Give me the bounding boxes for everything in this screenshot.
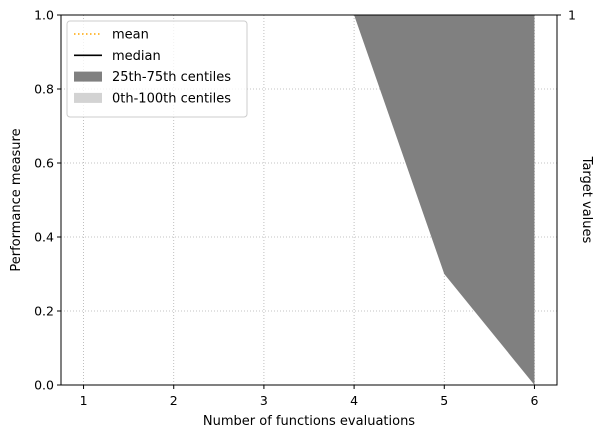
plot-frame <box>60 14 558 386</box>
right-y-axis-ticks: 1 <box>557 8 576 23</box>
legend-label: median <box>112 49 161 64</box>
x-tick-label: 2 <box>170 393 178 408</box>
y-tick-label: 0.8 <box>34 82 54 97</box>
legend-entry: 0th-100th centiles <box>74 91 231 106</box>
legend-swatch-patch <box>74 71 102 82</box>
legend-label: 0th-100th centiles <box>112 91 231 106</box>
x-axis-label: Number of functions evaluations <box>203 414 415 429</box>
x-tick-label: 4 <box>350 393 358 408</box>
legend-box <box>66 20 248 118</box>
legend-label: mean <box>112 28 149 43</box>
y-tick-label: 0.4 <box>34 230 54 245</box>
y-axis-label: Performance measure <box>9 128 24 271</box>
right-y-axis-label: Target values <box>579 156 594 244</box>
legend-swatch-patch <box>74 92 102 103</box>
y-tick-label: 0.0 <box>34 378 54 393</box>
legend-entry: mean <box>74 28 149 43</box>
legend-entry: 25th-75th centiles <box>74 70 231 85</box>
y-tick-label: 1.0 <box>34 8 54 23</box>
band-25th-75th-centiles <box>354 15 535 385</box>
x-tick-label: 1 <box>80 393 88 408</box>
legend-label: 25th-75th centiles <box>112 70 231 85</box>
y-tick-label: 0.2 <box>34 304 54 319</box>
x-tick-label: 3 <box>260 393 268 408</box>
legend-entry: median <box>74 49 161 64</box>
legend: mean median 25th-75th centiles 0th-100th ce… <box>66 20 248 118</box>
y-tick-label: 0.6 <box>34 156 54 171</box>
y-axis-ticks: 0.0 0.2 0.4 0.6 0.8 1.0 <box>34 8 61 393</box>
x-tick-label: 6 <box>530 393 538 408</box>
centile-bands <box>354 15 535 385</box>
right-y-tick-label: 1 <box>568 8 576 23</box>
x-tick-label: 5 <box>440 393 448 408</box>
x-axis-ticks: 1 2 3 4 5 6 <box>80 385 538 408</box>
